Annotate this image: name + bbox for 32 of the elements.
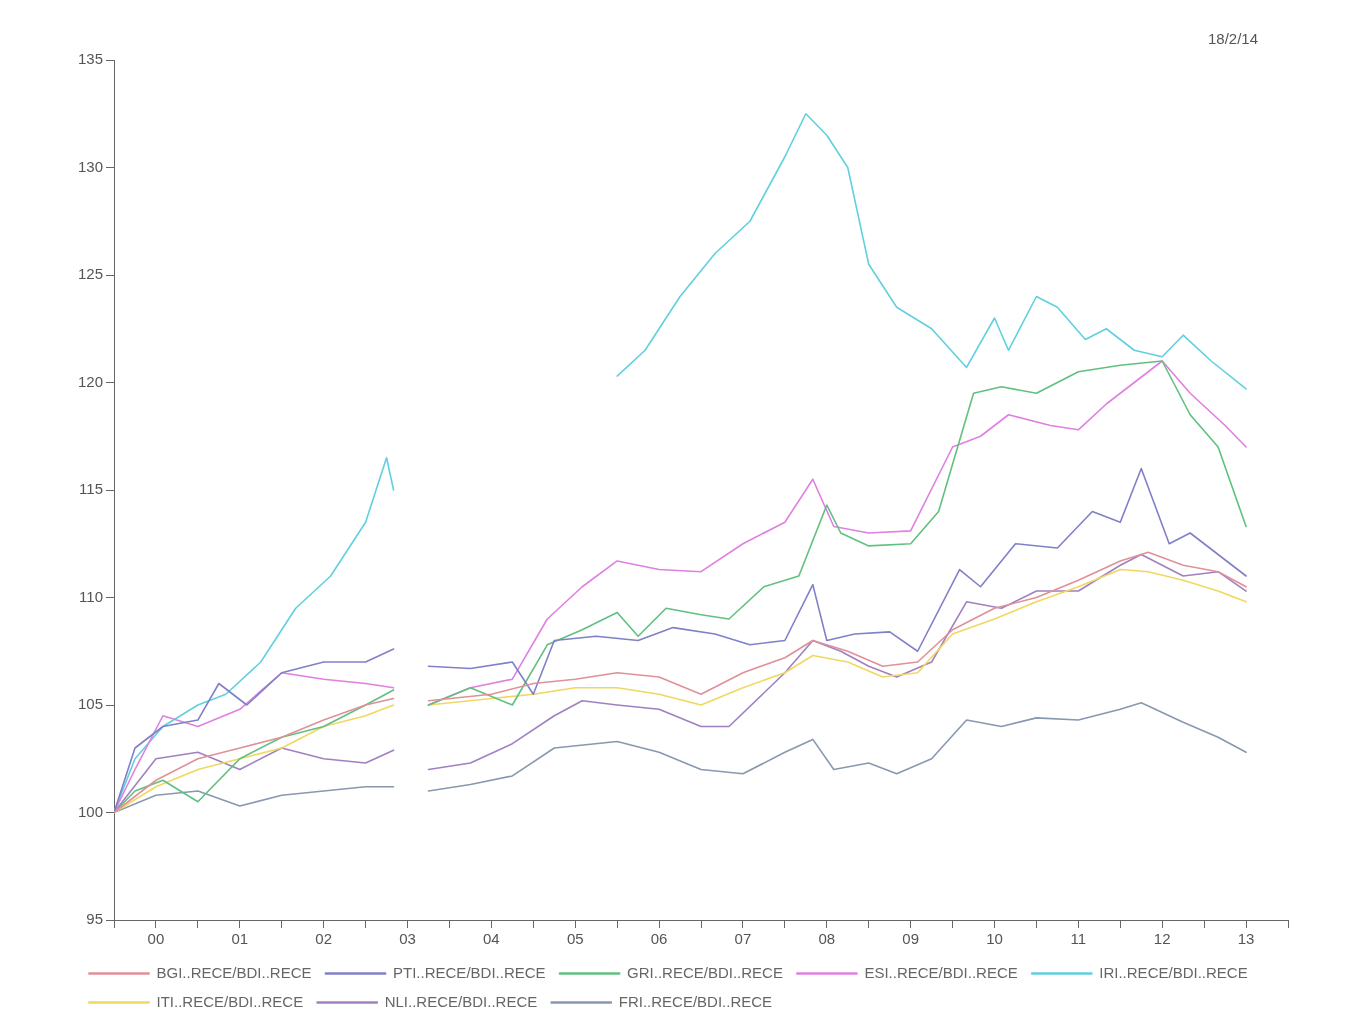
y-tick-label: 120: [78, 372, 104, 390]
y-tick-label: 135: [78, 50, 104, 68]
legend-label: BGI..RECE/BDI..RECE: [156, 963, 312, 981]
y-tick-label: 125: [78, 265, 104, 283]
x-tick-label: 11: [1070, 930, 1087, 948]
y-tick-label: 95: [86, 910, 104, 928]
legend-label: NLI..RECE/BDI..RECE: [384, 992, 538, 1010]
x-tick-label: 01: [231, 930, 249, 948]
legend-label: IRI..RECE/BDI..RECE: [1099, 963, 1248, 981]
x-tick-label: 13: [1237, 930, 1255, 948]
x-tick-label: 10: [986, 930, 1003, 948]
y-tick-label: 130: [78, 157, 104, 175]
legend-label: ITI..RECE/BDI..RECE: [156, 992, 304, 1010]
x-tick-label: 00: [147, 930, 165, 948]
legend-label: GRI..RECE/BDI..RECE: [627, 963, 783, 981]
x-tick-label: 08: [818, 930, 836, 948]
y-tick-label: 115: [79, 480, 104, 498]
y-tick-label: 100: [78, 802, 104, 820]
text: 18/2/14: [1207, 30, 1258, 47]
legend-label: FRI..RECE/BDI..RECE: [618, 992, 773, 1010]
x-tick-label: 09: [902, 930, 919, 948]
x-tick-label: 05: [566, 930, 584, 948]
x-tick-label: 04: [483, 930, 500, 948]
legend-label: ESI..RECE/BDI..RECE: [864, 963, 1018, 981]
x-tick-label: 02: [315, 930, 333, 948]
x-tick-label: 12: [1153, 930, 1171, 948]
y-tick-label: 110: [79, 587, 104, 605]
x-tick-label: 06: [650, 930, 668, 948]
y-tick-label: 105: [78, 695, 104, 713]
legend-label: PTI..RECE/BDI..RECE: [393, 963, 546, 981]
x-tick-label: 03: [399, 930, 416, 948]
x-tick-label: 07: [734, 930, 752, 948]
